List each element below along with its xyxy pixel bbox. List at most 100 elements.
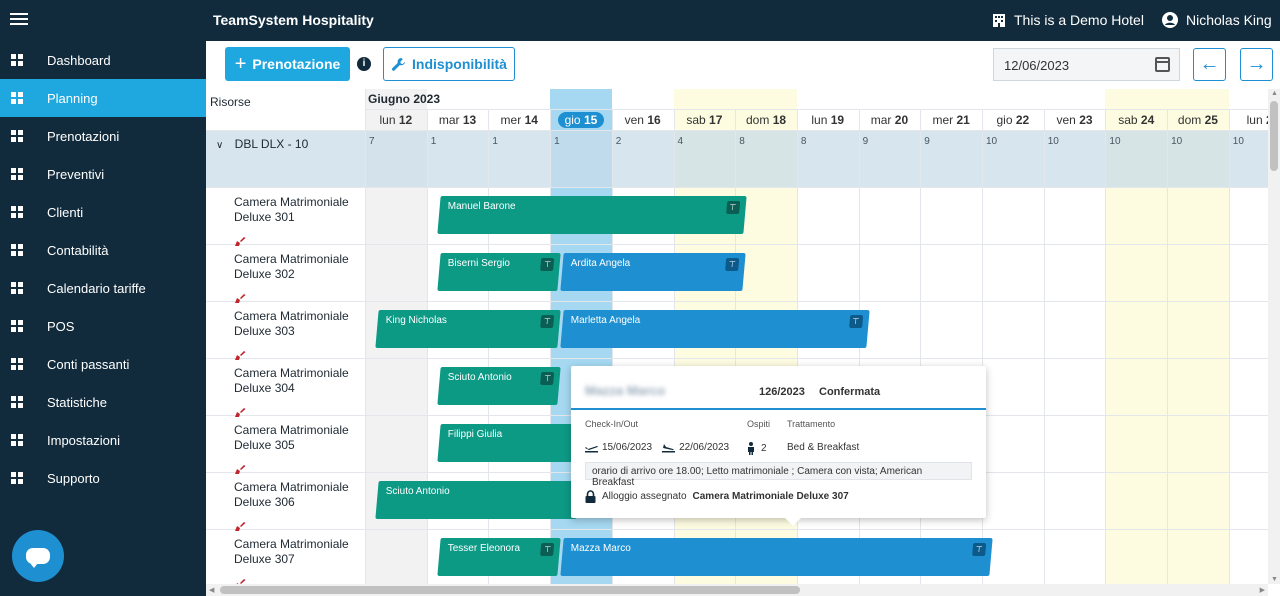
day-header[interactable]: ven 23 — [1044, 111, 1106, 130]
room-name-line2: Deluxe 304 — [234, 381, 295, 395]
day-header[interactable]: lun 19 — [797, 111, 859, 130]
pin-icon[interactable]: ⊤ — [849, 315, 864, 328]
day-header[interactable]: lun 12 — [365, 111, 427, 130]
sidebar-item-pos[interactable]: POS — [0, 307, 206, 345]
pin-icon[interactable]: ⊤ — [540, 258, 555, 271]
room-label[interactable]: Camera Matrimoniale Deluxe 307 — [234, 537, 364, 567]
new-booking-button[interactable]: + Prenotazione — [225, 47, 350, 81]
assigned-room-value: Camera Matrimoniale Deluxe 307 — [692, 491, 849, 502]
day-header[interactable]: ven 16 — [612, 111, 674, 130]
day-number: 18 — [772, 113, 787, 127]
reservation-bar[interactable]: Manuel Barone ⊤ — [437, 196, 747, 234]
vertical-scrollbar[interactable]: ▲ ▼ — [1268, 89, 1280, 584]
hotel-selector[interactable]: This is a Demo Hotel — [992, 12, 1144, 28]
chat-button[interactable] — [12, 530, 64, 582]
dashboard-icon — [10, 53, 24, 67]
unavailability-label: Indisponibilità — [412, 56, 507, 72]
day-label: sab 17 — [686, 113, 722, 127]
pin-icon[interactable]: ⊤ — [540, 315, 555, 328]
sidebar-item-calendar[interactable]: Calendario tariffe — [0, 269, 206, 307]
housekeeping-broom-icon[interactable] — [235, 347, 246, 360]
sidebar-item-stats[interactable]: Statistiche — [0, 383, 206, 421]
pin-icon[interactable]: ⊤ — [725, 258, 740, 271]
reservation-bar[interactable]: Ardita Angela ⊤ — [560, 253, 747, 291]
pin-icon[interactable]: ⊤ — [540, 372, 555, 385]
pin-icon[interactable]: ⊤ — [725, 201, 740, 214]
next-period-button[interactable]: → — [1240, 48, 1273, 81]
housekeeping-broom-icon[interactable] — [235, 233, 246, 246]
sidebar-item-preventivi[interactable]: Preventivi — [0, 155, 206, 193]
room-label[interactable]: Camera Matrimoniale Deluxe 306 — [234, 480, 364, 510]
day-label: dom 18 — [746, 113, 786, 127]
day-header[interactable]: lun 2 — [1229, 111, 1268, 130]
day-header[interactable]: sab 17 — [674, 111, 736, 130]
day-header[interactable]: dom 18 — [735, 111, 797, 130]
hamburger-menu-icon[interactable] — [10, 10, 28, 30]
horizontal-scrollbar[interactable]: ◀ ▶ — [206, 584, 1268, 596]
weekday: lun — [379, 113, 396, 127]
availability-count: 10 — [1171, 136, 1183, 147]
day-header[interactable]: mer 14 — [488, 111, 550, 130]
housekeeping-broom-icon[interactable] — [235, 518, 246, 531]
room-type-row[interactable] — [206, 130, 1268, 187]
scroll-down-icon[interactable]: ▼ — [1271, 576, 1278, 583]
day-number: 24 — [1140, 113, 1155, 127]
horizontal-scroll-thumb[interactable] — [220, 586, 800, 594]
sidebar-item-contabilita[interactable]: Contabilità — [0, 231, 206, 269]
info-icon[interactable]: i — [357, 57, 371, 71]
unavailability-button[interactable]: Indisponibilità — [383, 47, 515, 81]
pos-icon — [10, 319, 24, 333]
reservation-bar[interactable]: Mazza Marco ⊤ — [560, 538, 993, 576]
reservation-bar[interactable]: Sciuto Antonio ⊤ — [437, 367, 562, 405]
room-name-line2: Deluxe 302 — [234, 267, 295, 281]
sidebar-item-dashboard[interactable]: Dashboard — [0, 41, 206, 79]
day-header[interactable]: mar 13 — [427, 111, 489, 130]
day-header[interactable]: gio 22 — [982, 111, 1044, 130]
sidebar-item-conti[interactable]: Conti passanti — [0, 345, 206, 383]
room-label[interactable]: Camera Matrimoniale Deluxe 302 — [234, 252, 364, 282]
room-label[interactable]: Camera Matrimoniale Deluxe 303 — [234, 309, 364, 339]
housekeeping-broom-icon[interactable] — [235, 404, 246, 417]
scroll-left-icon[interactable]: ◀ — [209, 587, 215, 594]
sidebar-item-gear[interactable]: Impostazioni — [0, 421, 206, 459]
availability-count: 1 — [492, 136, 498, 147]
availability-count: 10 — [1109, 136, 1121, 147]
reservation-bar[interactable]: Sciuto Antonio — [375, 481, 580, 519]
day-header[interactable]: mer 21 — [920, 111, 982, 130]
room-label[interactable]: Camera Matrimoniale Deluxe 304 — [234, 366, 364, 396]
reservation-guest: Marletta Angela — [571, 315, 641, 326]
calendar-icon[interactable] — [1155, 57, 1170, 72]
scroll-up-icon[interactable]: ▲ — [1271, 90, 1278, 97]
scroll-right-icon[interactable]: ▶ — [1259, 587, 1265, 594]
room-type-label[interactable]: ∨ DBL DLX - 10 — [216, 137, 308, 151]
date-input[interactable]: 12/06/2023 — [993, 48, 1180, 81]
day-header[interactable]: gio 15 — [550, 111, 612, 130]
day-header[interactable]: sab 24 — [1105, 111, 1167, 130]
room-label[interactable]: Camera Matrimoniale Deluxe 301 — [234, 195, 364, 225]
housekeeping-broom-icon[interactable] — [235, 290, 246, 303]
reservation-bar[interactable]: Biserni Sergio ⊤ — [437, 253, 562, 291]
day-header[interactable]: mar 20 — [859, 111, 921, 130]
reservation-bar[interactable]: Tesser Eleonora ⊤ — [437, 538, 562, 576]
reservation-bar[interactable]: Filippi Giulia — [437, 424, 580, 462]
reservation-bar[interactable]: King Nicholas ⊤ — [375, 310, 562, 348]
day-number: 19 — [830, 113, 845, 127]
pin-icon[interactable]: ⊤ — [972, 543, 987, 556]
user-menu[interactable]: Nicholas King — [1162, 12, 1272, 28]
sidebar-item-planning[interactable]: Planning — [0, 79, 206, 117]
pin-icon[interactable]: ⊤ — [540, 543, 555, 556]
row-divider — [206, 301, 1268, 302]
sidebar-item-help[interactable]: Supporto — [0, 459, 206, 497]
room-name-line2: Deluxe 305 — [234, 438, 295, 452]
reservation-bar[interactable]: Marletta Angela ⊤ — [560, 310, 870, 348]
column-divider — [365, 89, 366, 584]
checkout-date: 22/06/2023 — [679, 442, 730, 453]
sidebar-item-prenotazioni[interactable]: Prenotazioni — [0, 117, 206, 155]
vertical-scroll-thumb[interactable] — [1270, 101, 1278, 171]
housekeeping-broom-icon[interactable] — [235, 461, 246, 474]
sidebar-item-clienti[interactable]: Clienti — [0, 193, 206, 231]
room-label[interactable]: Camera Matrimoniale Deluxe 305 — [234, 423, 364, 453]
day-header[interactable]: dom 25 — [1167, 111, 1229, 130]
housekeeping-broom-icon[interactable] — [235, 575, 246, 584]
prev-period-button[interactable]: ← — [1193, 48, 1226, 81]
